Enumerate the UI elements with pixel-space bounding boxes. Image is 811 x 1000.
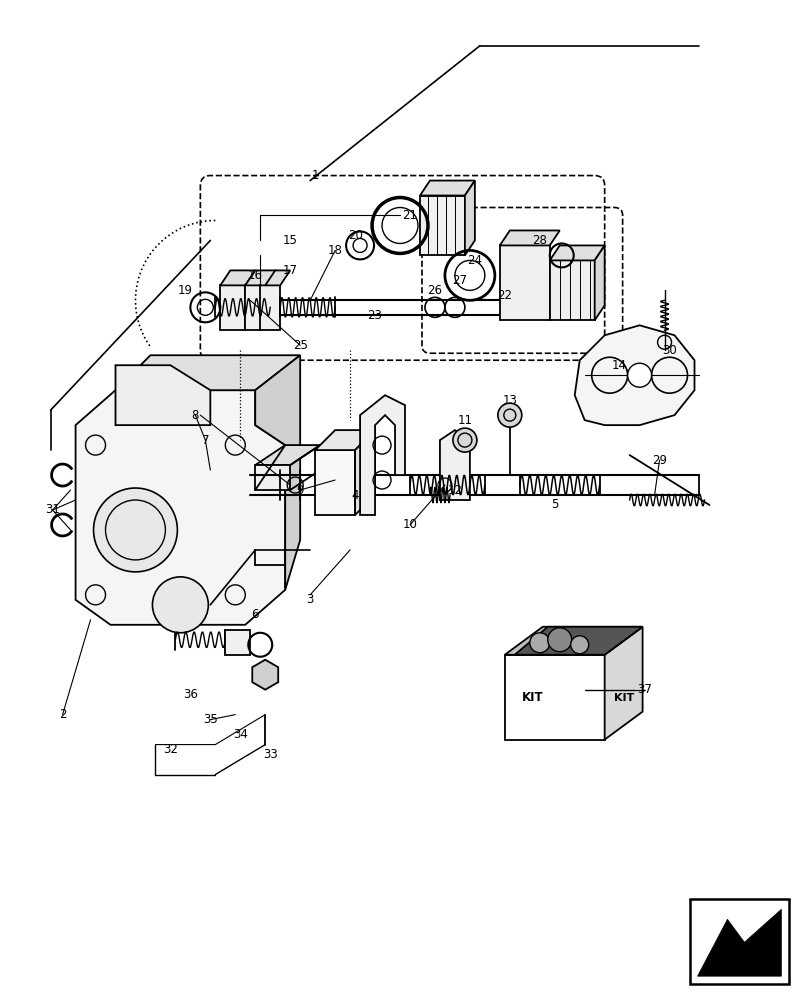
- Text: 11: 11: [457, 414, 472, 427]
- Text: 3: 3: [306, 593, 314, 606]
- Text: 5: 5: [551, 498, 558, 511]
- Polygon shape: [220, 285, 245, 330]
- Circle shape: [497, 403, 521, 427]
- Polygon shape: [220, 270, 255, 285]
- Polygon shape: [419, 196, 465, 255]
- Text: 15: 15: [282, 234, 298, 247]
- Polygon shape: [115, 365, 210, 425]
- Circle shape: [152, 577, 208, 633]
- Text: 22: 22: [496, 289, 512, 302]
- Polygon shape: [419, 181, 474, 196]
- Text: 29: 29: [651, 454, 667, 467]
- Polygon shape: [574, 325, 693, 425]
- Text: 37: 37: [637, 683, 651, 696]
- Polygon shape: [115, 355, 300, 390]
- Text: 18: 18: [328, 244, 342, 257]
- Polygon shape: [255, 465, 290, 490]
- Circle shape: [627, 363, 650, 387]
- Text: 36: 36: [182, 688, 198, 701]
- Text: 28: 28: [532, 234, 547, 247]
- Polygon shape: [514, 627, 642, 655]
- Polygon shape: [500, 230, 559, 245]
- Text: 8: 8: [191, 409, 199, 422]
- Text: KIT: KIT: [613, 693, 633, 703]
- Polygon shape: [594, 245, 604, 320]
- Circle shape: [529, 633, 549, 653]
- Text: 31: 31: [45, 503, 60, 516]
- Polygon shape: [697, 909, 780, 976]
- Circle shape: [570, 636, 588, 654]
- Circle shape: [547, 628, 571, 652]
- Polygon shape: [359, 395, 405, 515]
- Polygon shape: [549, 260, 594, 320]
- Text: 7: 7: [201, 434, 209, 447]
- Text: 19: 19: [178, 284, 193, 297]
- Polygon shape: [315, 430, 375, 450]
- Text: 12: 12: [447, 484, 461, 497]
- Text: 17: 17: [282, 264, 298, 277]
- Polygon shape: [255, 355, 300, 590]
- Text: 33: 33: [263, 748, 277, 761]
- Text: KIT: KIT: [521, 691, 543, 704]
- Circle shape: [453, 428, 476, 452]
- Text: 13: 13: [502, 394, 517, 407]
- Circle shape: [93, 488, 177, 572]
- Text: 25: 25: [293, 339, 307, 352]
- Polygon shape: [75, 390, 285, 625]
- Polygon shape: [315, 450, 354, 515]
- Text: 32: 32: [163, 743, 178, 756]
- Text: 34: 34: [233, 728, 247, 741]
- Text: 24: 24: [467, 254, 482, 267]
- Text: 4: 4: [351, 489, 358, 502]
- Polygon shape: [500, 245, 549, 320]
- Bar: [689, 899, 788, 984]
- Text: 27: 27: [452, 274, 467, 287]
- Polygon shape: [504, 627, 642, 655]
- Polygon shape: [604, 627, 642, 740]
- Polygon shape: [252, 660, 278, 690]
- Text: 20: 20: [347, 229, 362, 242]
- Polygon shape: [255, 445, 320, 465]
- Polygon shape: [245, 270, 290, 285]
- Text: 2: 2: [58, 708, 67, 721]
- Text: 35: 35: [203, 713, 217, 726]
- Text: 1: 1: [311, 169, 319, 182]
- Polygon shape: [549, 245, 604, 260]
- Polygon shape: [465, 181, 474, 255]
- Text: 26: 26: [427, 284, 442, 297]
- Text: 6: 6: [251, 608, 259, 621]
- Text: 21: 21: [402, 209, 417, 222]
- Text: 16: 16: [247, 269, 263, 282]
- Polygon shape: [225, 630, 250, 655]
- Polygon shape: [504, 655, 604, 740]
- Text: 14: 14: [611, 359, 626, 372]
- Text: 23: 23: [367, 309, 382, 322]
- Polygon shape: [245, 285, 280, 330]
- Text: 10: 10: [402, 518, 417, 531]
- Text: 30: 30: [661, 344, 676, 357]
- Polygon shape: [354, 430, 375, 515]
- Text: 9: 9: [296, 484, 303, 497]
- Polygon shape: [440, 430, 470, 500]
